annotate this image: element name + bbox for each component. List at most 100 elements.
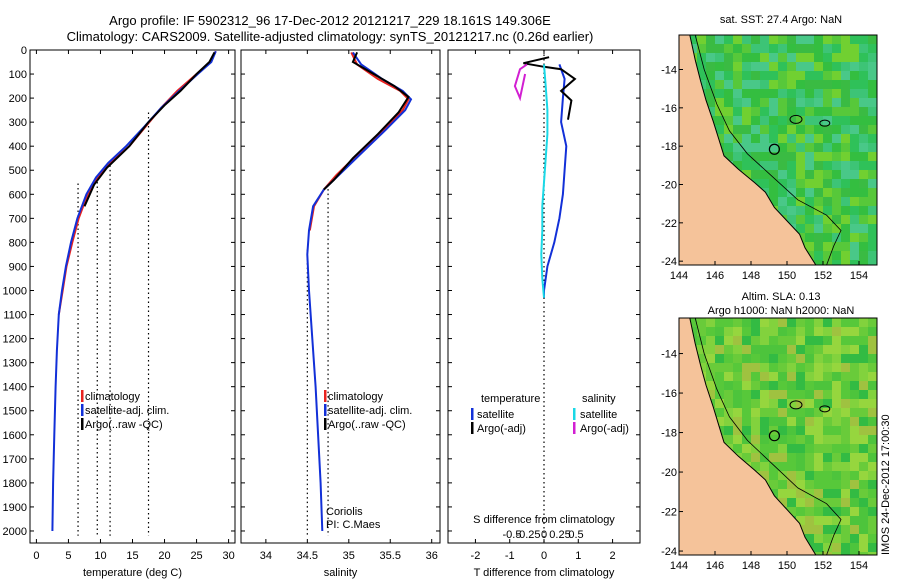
map-field-cell [751, 116, 760, 125]
series-line-t-argo-adj- [523, 56, 577, 120]
map-field-cell [787, 435, 796, 444]
map-field-cell [868, 507, 877, 516]
map-lon-label: 152 [814, 560, 832, 572]
map-reef-shape [789, 400, 803, 410]
map-field-cell [796, 426, 805, 435]
map-field-cell [733, 426, 742, 435]
map-field-cell [787, 53, 796, 62]
map-field-cell [796, 206, 805, 215]
map-field-cell [769, 161, 778, 170]
series-line-climatology [57, 50, 217, 315]
map-field-cell [715, 408, 724, 417]
map-field-cell [868, 471, 877, 480]
map-field-cell [742, 134, 751, 143]
map-field-cell [751, 80, 760, 89]
map-field-cell [751, 354, 760, 363]
map-field-cell [760, 426, 769, 435]
map-field-cell [841, 498, 850, 507]
map-field-cell [787, 179, 796, 188]
map-field-cell [841, 480, 850, 489]
map-field-cell [859, 471, 868, 480]
map-field-cell [868, 53, 877, 62]
map-field-cell [868, 543, 877, 552]
map-field-cell [760, 471, 769, 480]
map-field-cell [823, 480, 832, 489]
map-field-cell [724, 62, 733, 71]
map-field-cell [850, 327, 859, 336]
map-field-cell [751, 426, 760, 435]
map-field-cell [859, 251, 868, 260]
depth-tick-label: 500 [9, 165, 27, 177]
map-field-cell [850, 453, 859, 462]
map-field-cell [850, 62, 859, 71]
map-field-cell [850, 197, 859, 206]
map-field-cell [715, 363, 724, 372]
map-field-cell [751, 89, 760, 98]
map-field-cell [841, 107, 850, 116]
map-field-cell [796, 462, 805, 471]
map-field-cell [859, 179, 868, 188]
map-field-cell [823, 251, 832, 260]
map-lon-label: 148 [742, 560, 760, 572]
depth-tick-label: 200 [9, 93, 27, 105]
map-field-cell [814, 498, 823, 507]
map-field-cell [814, 471, 823, 480]
map-field-cell [868, 242, 877, 251]
map-field-cell [769, 399, 778, 408]
map-field-cell [814, 89, 823, 98]
map-field-cell [841, 507, 850, 516]
xtick-label: 10 [94, 550, 106, 562]
map-field-cell [778, 35, 787, 44]
map-field-cell [697, 53, 706, 62]
map-field-cell [850, 89, 859, 98]
map-field-cell [850, 525, 859, 534]
map-field-cell [850, 336, 859, 345]
legend-label: Argo(-adj) [580, 423, 629, 435]
map-field-cell [805, 116, 814, 125]
map-field-cell [868, 89, 877, 98]
map-field-cell [733, 53, 742, 62]
x-axis-label: salinity [324, 567, 358, 579]
map-field-cell [832, 53, 841, 62]
map-field-cell [769, 318, 778, 327]
map-field-cell [769, 327, 778, 336]
map-field-cell [742, 372, 751, 381]
map-field-cell [796, 327, 805, 336]
map-lon-label: 152 [814, 270, 832, 282]
map-field-cell [841, 525, 850, 534]
map-field-cell [850, 116, 859, 125]
map-field-cell [778, 62, 787, 71]
map-field-cell [850, 125, 859, 134]
map-field-cell [733, 372, 742, 381]
map-field-cell [850, 372, 859, 381]
map-field-cell [805, 354, 814, 363]
map-field-cell [850, 345, 859, 354]
map-field-cell [733, 318, 742, 327]
map-field-cell [850, 462, 859, 471]
map-field-cell [823, 107, 832, 116]
map-field-cell [796, 408, 805, 417]
map-field-cell [724, 89, 733, 98]
map-field-cell [751, 462, 760, 471]
map-field-cell [814, 215, 823, 224]
map-field-cell [760, 44, 769, 53]
legend-swatch [573, 408, 576, 420]
map-field-cell [787, 363, 796, 372]
map-field-cell [850, 426, 859, 435]
map-field-cell [850, 363, 859, 372]
map-field-cell [850, 170, 859, 179]
map-field-cell [805, 480, 814, 489]
map-field-cell [760, 71, 769, 80]
map-field-cell [697, 345, 706, 354]
map-field-cell [823, 543, 832, 552]
map-field-cell [841, 161, 850, 170]
map-field-cell [796, 125, 805, 134]
map-field-cell [841, 453, 850, 462]
map-field-cell [841, 336, 850, 345]
map-field-cell [742, 62, 751, 71]
map-field-cell [769, 80, 778, 89]
map-field-cell [742, 426, 751, 435]
map-field-cell [859, 525, 868, 534]
legend-swatch [324, 404, 327, 416]
map-field-cell [814, 71, 823, 80]
